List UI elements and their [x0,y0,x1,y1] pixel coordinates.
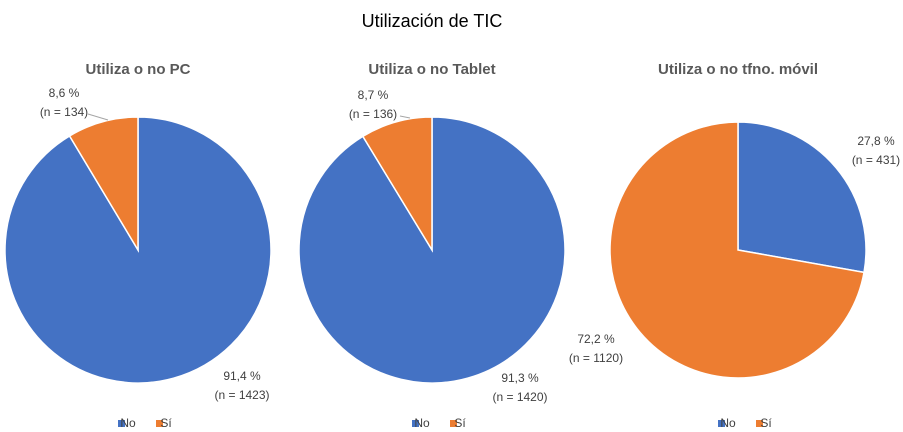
legend-label: Sí [454,416,466,430]
chart-title: Utiliza o no Tablet [368,61,495,78]
legend-swatch [756,420,763,427]
value-label: 8,6 % [49,86,80,100]
count-label: (n = 1120) [569,351,623,365]
value-label: 27,8 % [857,134,895,148]
main-title: Utilización de TIC [362,11,503,31]
count-label: (n = 431) [852,153,900,167]
count-label: (n = 1423) [214,388,269,402]
pie-slice [68,116,139,253]
chart-title: Utiliza o no tfno. móvil [658,61,818,78]
pie-slice [361,116,433,253]
legend-swatch [156,420,163,427]
leader-line [87,113,109,121]
legend-swatch [412,420,419,427]
count-label: (n = 134) [40,105,88,119]
legend-label: Sí [160,416,172,430]
count-label: (n = 1420) [492,390,547,404]
legend-swatch [718,420,725,427]
pie-slice [609,121,865,379]
chart-title: Utiliza o no PC [86,61,191,78]
legend-swatch [450,420,457,427]
count-label: (n = 136) [349,107,397,121]
legend-label: No [720,416,736,430]
pie-slice [737,121,867,274]
value-label: 91,4 % [223,369,261,383]
leader-line [399,115,411,119]
value-label: 91,3 % [501,371,539,385]
legend-swatch [118,420,125,427]
value-label: 72,2 % [577,332,615,346]
legend-label: No [414,416,430,430]
legend-label: Sí [760,416,772,430]
legend-label: No [120,416,136,430]
value-label: 8,7 % [358,88,389,102]
